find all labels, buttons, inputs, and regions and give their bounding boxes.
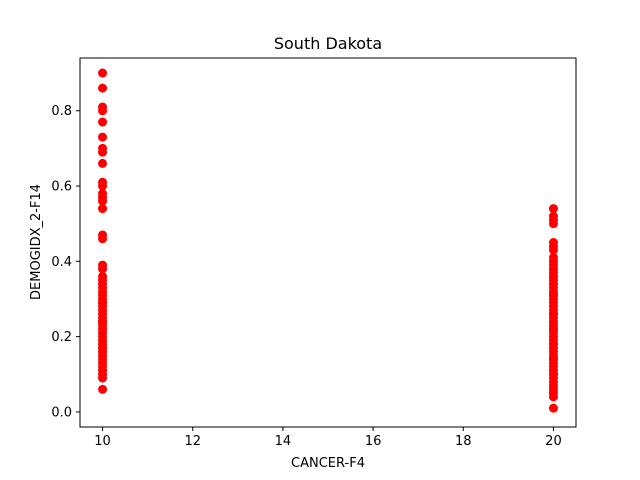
x-tick-label: 20 (545, 434, 562, 449)
data-point (98, 181, 108, 191)
data-point (548, 290, 558, 300)
data-point (548, 403, 558, 413)
data-point (98, 83, 108, 93)
data-point (98, 147, 108, 157)
data-point (548, 354, 558, 364)
data-point (98, 158, 108, 168)
data-point (548, 309, 558, 319)
y-axis: 0.0 0.2 0.4 0.6 0.8 (51, 104, 80, 420)
data-point (548, 339, 558, 349)
data-point (98, 68, 108, 78)
plot-area-frame (79, 57, 577, 428)
data-point (98, 234, 108, 244)
data-point (548, 369, 558, 379)
x-tick-label: 10 (94, 434, 111, 449)
y-tick-label: 0.4 (51, 255, 72, 270)
data-point (548, 204, 558, 214)
data-point (98, 317, 108, 327)
x-axis: 10 12 14 16 18 20 (94, 427, 562, 449)
data-point (98, 384, 108, 394)
y-tick-label: 0.2 (51, 330, 72, 345)
y-tick-label: 0.6 (51, 180, 72, 195)
data-point (98, 204, 108, 214)
data-point (548, 324, 558, 334)
data-point (98, 264, 108, 274)
x-tick-label: 16 (365, 434, 382, 449)
chart-title: South Dakota (274, 34, 382, 53)
data-point (98, 373, 108, 383)
data-point (548, 392, 558, 402)
y-tick-label: 0.0 (51, 405, 72, 420)
data-point (98, 343, 108, 353)
x-tick-label: 14 (275, 434, 292, 449)
data-point (98, 106, 108, 116)
data-point (548, 264, 558, 274)
data-point (98, 298, 108, 308)
data-point (548, 241, 558, 251)
x-tick-label: 18 (455, 434, 472, 449)
data-point (98, 132, 108, 142)
data-point (548, 219, 558, 229)
y-tick-label: 0.8 (51, 104, 72, 119)
data-point (98, 196, 108, 206)
y-axis-label: DEMOGIDX_2-F14 (29, 184, 44, 300)
data-points (98, 68, 558, 413)
data-point (548, 271, 558, 281)
x-axis-label: CANCER-F4 (291, 456, 365, 471)
x-tick-label: 12 (184, 434, 201, 449)
data-point (98, 117, 108, 127)
